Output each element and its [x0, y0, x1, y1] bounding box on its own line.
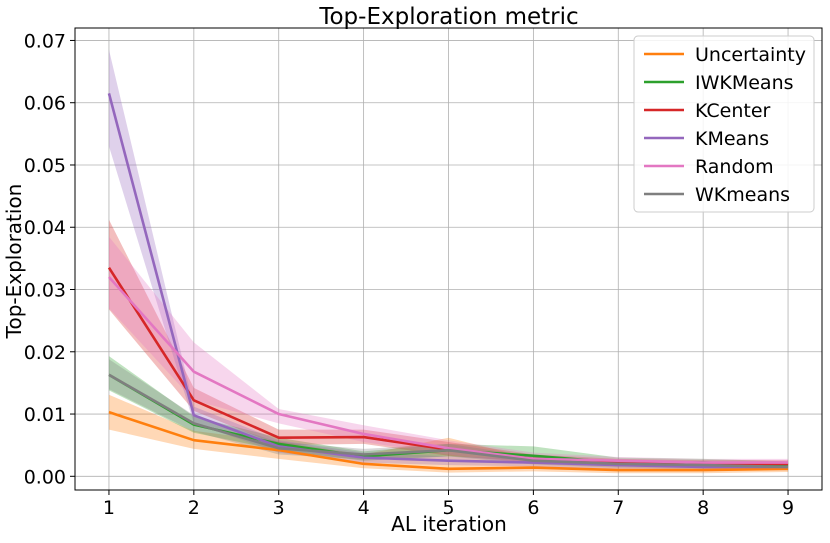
confidence-band	[108, 356, 789, 469]
legend-label: KMeans	[695, 128, 769, 150]
x-tick-label: 4	[358, 497, 370, 519]
x-tick-label: 2	[188, 497, 200, 519]
y-tick-label: 0.05	[24, 155, 66, 177]
confidence-band	[108, 394, 789, 474]
series-line	[107, 93, 789, 469]
y-tick-label: 0.06	[24, 93, 66, 115]
legend-label: WKmeans	[695, 184, 790, 206]
x-tick-label: 1	[103, 497, 115, 519]
series-line	[108, 410, 789, 472]
legend-label: Uncertainty	[695, 44, 806, 66]
y-tick-label: 0.00	[24, 466, 66, 488]
x-axis-label: AL iteration	[391, 512, 507, 536]
confidence-band	[108, 359, 789, 471]
series-line	[108, 373, 789, 469]
legend-label: Random	[695, 156, 774, 178]
y-tick-label: 0.01	[24, 404, 66, 426]
y-tick-label: 0.02	[24, 342, 66, 364]
y-tick-label: 0.03	[24, 280, 66, 302]
legend-label: KCenter	[695, 100, 771, 122]
y-tick-label: 0.04	[24, 217, 66, 239]
y-tick-label: 0.07	[24, 30, 66, 52]
x-tick-label: 6	[527, 497, 539, 519]
y-axis-label: Top-Exploration	[2, 184, 26, 340]
legend-label: IWKMeans	[695, 72, 794, 94]
x-tick-label: 8	[697, 497, 709, 519]
plot-area: 1 2 3 4 5 6 7 8 9 0.00 0.01 0.02 0.03 0.04 0.05 0.06 0.0…	[24, 27, 823, 519]
x-tick-label: 5	[442, 497, 454, 519]
series-line	[107, 276, 789, 464]
x-tick-label: 3	[273, 497, 285, 519]
legend-box	[633, 35, 815, 213]
chart-title: Top-Exploration metric	[318, 4, 578, 30]
x-tick-label: 9	[782, 497, 794, 519]
x-tick-label: 7	[612, 497, 624, 519]
